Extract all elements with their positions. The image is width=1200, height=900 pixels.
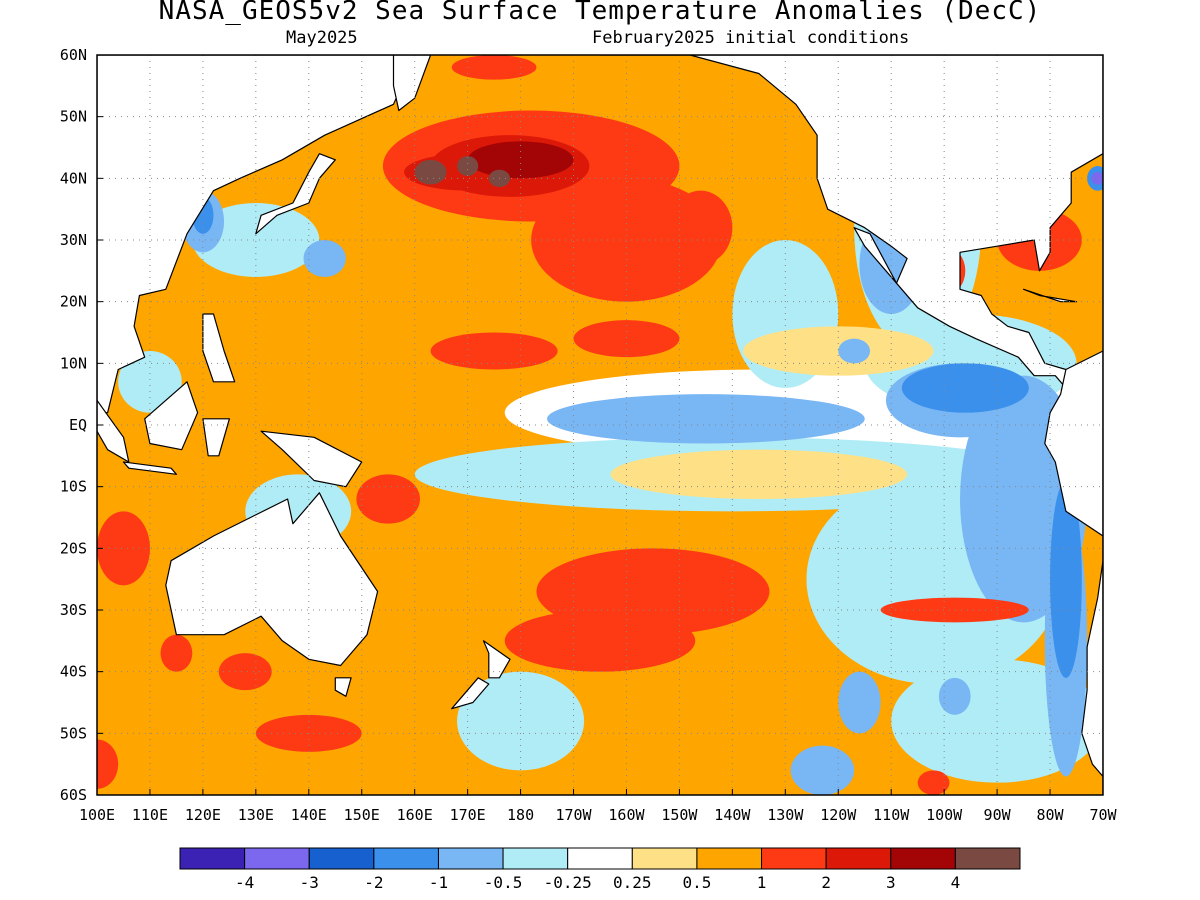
colorbar-swatch <box>697 848 762 869</box>
lon-tick-label: 120W <box>820 806 857 824</box>
anomaly-region <box>161 635 193 672</box>
lon-tick-label: 170W <box>555 806 592 824</box>
anomaly-region <box>838 339 870 364</box>
anomaly-region <box>669 191 733 265</box>
colorbar-swatch <box>568 848 633 869</box>
anomaly-region <box>791 746 855 795</box>
lon-tick-label: 110E <box>132 806 168 824</box>
lon-tick-label: 160E <box>397 806 433 824</box>
colorbar-label: -0.5 <box>484 873 523 892</box>
lon-tick-label: 70W <box>1089 806 1117 824</box>
colorbar-swatch <box>762 848 827 869</box>
colorbar-swatch <box>632 848 697 869</box>
colorbar-swatch <box>374 848 439 869</box>
anomaly-region <box>939 678 971 715</box>
lat-tick-label: 50S <box>60 724 87 742</box>
anomaly-region <box>468 141 574 178</box>
lat-tick-label: 20N <box>60 293 87 311</box>
colorbar-label: -3 <box>300 873 319 892</box>
anomaly-region <box>356 474 420 523</box>
lon-tick-label: 160W <box>608 806 645 824</box>
colorbar-swatch <box>955 848 1020 869</box>
lat-tick-label: 60S <box>60 786 87 804</box>
anomaly-region <box>881 598 1029 623</box>
colorbar-label: 1 <box>757 873 767 892</box>
lon-tick-label: 140W <box>714 806 751 824</box>
lon-tick-label: 130W <box>767 806 804 824</box>
colorbar-swatch <box>891 848 956 869</box>
lon-tick-label: 80W <box>1037 806 1065 824</box>
anomaly-region <box>611 450 908 499</box>
colorbar-label: 0.25 <box>613 873 652 892</box>
lon-tick-label: 150E <box>344 806 380 824</box>
lat-tick-label: 40S <box>60 663 87 681</box>
lat-tick-label: 60N <box>60 46 87 64</box>
lon-tick-label: 100E <box>79 806 115 824</box>
anomaly-region <box>415 160 447 185</box>
colorbar: -4 -3 -2 -1 -0.5 -0.25 0.25 0.5 1 2 3 4 <box>180 848 1020 892</box>
anomaly-region <box>97 511 150 585</box>
colorbar-label: -4 <box>235 873 254 892</box>
lon-tick-label: 100W <box>926 806 963 824</box>
colorbar-swatch <box>309 848 374 869</box>
colorbar-label: 4 <box>951 873 961 892</box>
lat-tick-label: 20S <box>60 539 87 557</box>
colorbar-swatch <box>245 848 310 869</box>
lon-tick-label: 140E <box>291 806 327 824</box>
lat-tick-label: 30N <box>60 231 87 249</box>
anomaly-region <box>219 653 272 690</box>
lon-tick-label: 120E <box>185 806 221 824</box>
colorbar-label: 3 <box>886 873 896 892</box>
anomaly-region <box>918 770 950 795</box>
lon-tick-label: 90W <box>984 806 1012 824</box>
colorbar-label: -1 <box>429 873 448 892</box>
anomaly-region <box>547 394 865 443</box>
sst-anomaly-map: 60N 50N 40N 30N 20N 10N EQ 10S 20S 30S 40S 50S 60S 1… <box>0 0 1200 900</box>
colorbar-swatch <box>180 848 245 869</box>
anomaly-region <box>452 55 537 80</box>
anomaly-region <box>457 156 478 176</box>
colorbar-label: -2 <box>364 873 383 892</box>
colorbar-label: 0.5 <box>682 873 711 892</box>
lon-tick-label: 180 <box>507 806 534 824</box>
lat-tick-label: 30S <box>60 601 87 619</box>
colorbar-swatch <box>826 848 891 869</box>
colorbar-swatch <box>503 848 568 869</box>
lon-tick-label: 170E <box>450 806 486 824</box>
lat-tick-label: EQ <box>69 416 87 434</box>
lat-tick-label: 50N <box>60 108 87 126</box>
lon-tick-label: 110W <box>873 806 910 824</box>
anomaly-region <box>431 333 558 370</box>
colorbar-swatch <box>438 848 503 869</box>
anomaly-region <box>902 363 1029 412</box>
anomaly-region <box>838 672 880 734</box>
lon-tick-label: 130E <box>238 806 274 824</box>
anomaly-region <box>505 610 696 672</box>
lat-tick-label: 40N <box>60 169 87 187</box>
colorbar-label: -0.25 <box>544 873 592 892</box>
lon-tick-label: 150W <box>661 806 698 824</box>
lat-tick-label: 10S <box>60 478 87 496</box>
anomaly-region <box>303 240 345 277</box>
lat-tick-label: 10N <box>60 354 87 372</box>
colorbar-label: 2 <box>821 873 831 892</box>
